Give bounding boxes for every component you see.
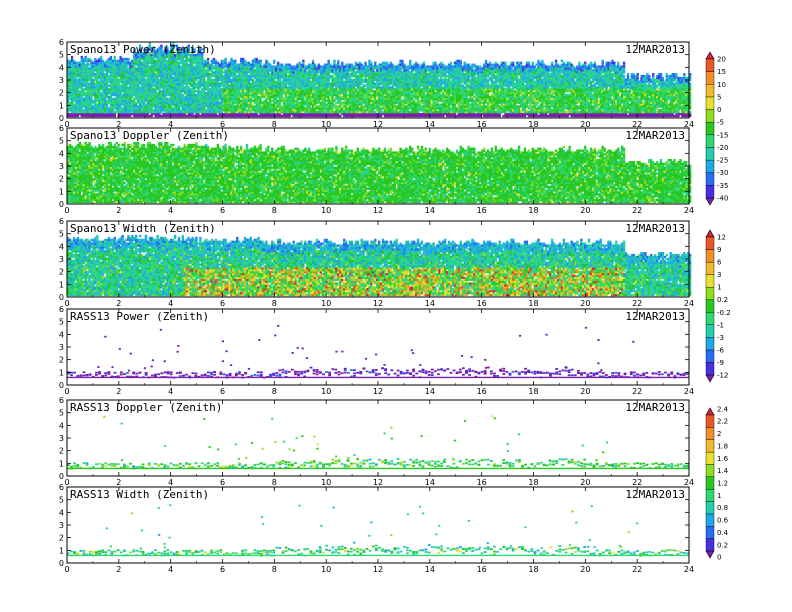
heatmap-cell bbox=[224, 58, 226, 60]
heatmap-cell bbox=[273, 60, 275, 62]
heatmap-cell bbox=[374, 62, 376, 64]
heatmap-cell bbox=[110, 56, 112, 58]
heatmap-cell bbox=[364, 62, 366, 64]
heatmap-cell bbox=[333, 60, 335, 62]
heatmap-cell bbox=[114, 56, 116, 58]
heatmap-cell bbox=[127, 58, 129, 60]
heatmap-cell bbox=[302, 60, 304, 62]
heatmap-cell bbox=[341, 62, 343, 64]
heatmap-cell bbox=[370, 62, 372, 64]
heatmap-cell bbox=[207, 58, 209, 60]
heatmap-cell bbox=[100, 56, 102, 58]
heatmap-cell bbox=[337, 60, 339, 62]
heatmap-cell bbox=[327, 60, 329, 62]
heatmap-cell bbox=[312, 60, 314, 62]
heatmap-cell bbox=[71, 56, 73, 58]
heatmap-cell bbox=[259, 60, 261, 62]
heatmap-cell bbox=[234, 60, 236, 62]
